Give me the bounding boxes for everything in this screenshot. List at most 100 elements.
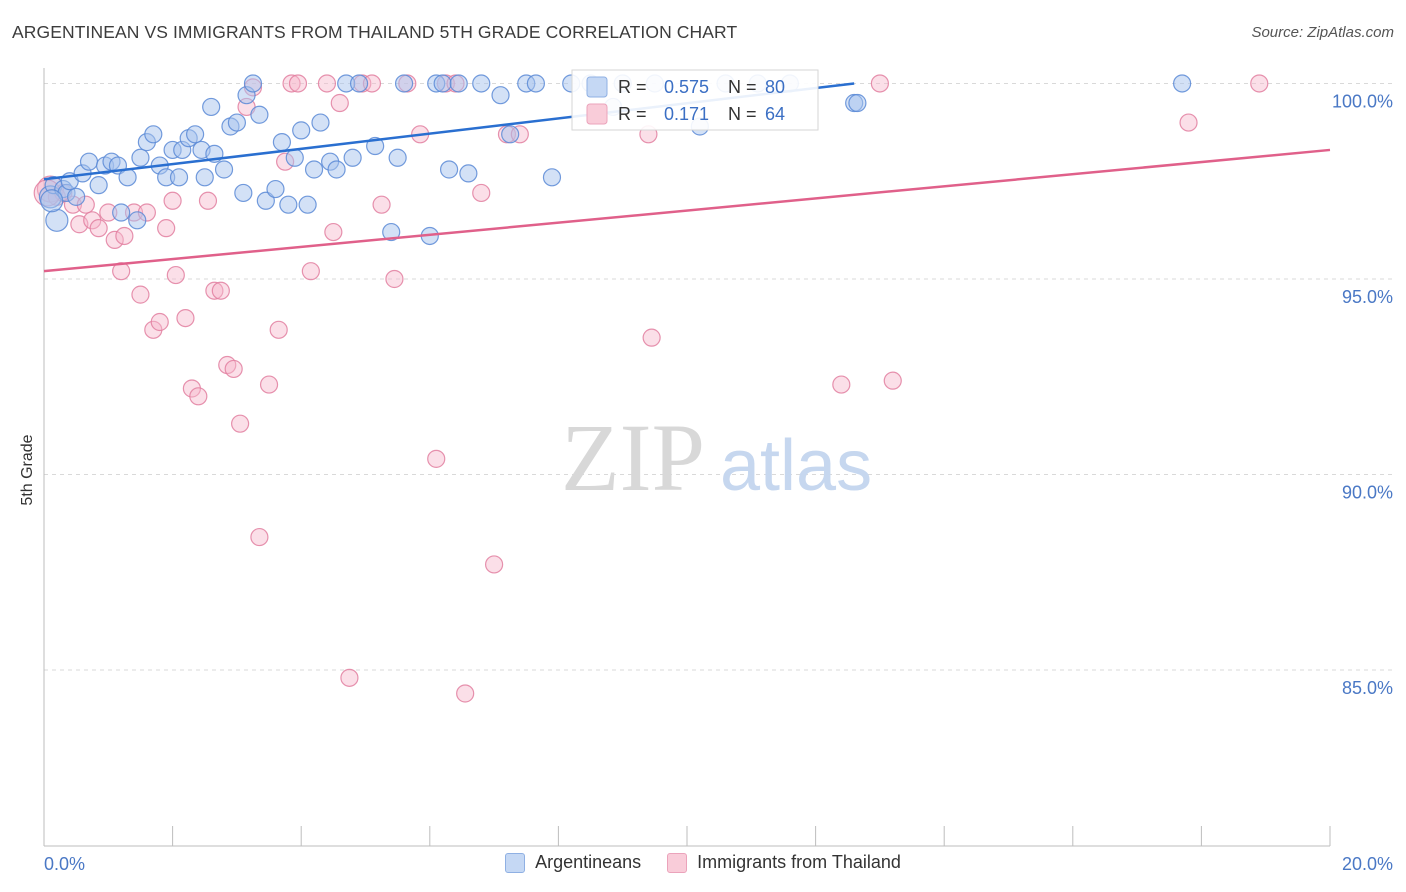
data-point-thailand[interactable] [189,387,208,406]
data-point-thailand[interactable] [269,320,288,339]
legend-r-label: R = [618,77,647,97]
x-tick-label: 20.0% [1342,854,1393,874]
data-point-argentineans[interactable] [472,74,491,93]
data-point-thailand[interactable] [340,668,359,687]
data-point-argentineans[interactable] [79,152,99,171]
data-point-thailand[interactable] [205,281,224,300]
data-point-thailand[interactable] [642,328,661,347]
data-point-argentineans[interactable] [388,148,407,167]
data-point-argentineans[interactable] [848,93,867,113]
legend-item-argentineans[interactable]: Argentineans [505,852,641,873]
data-point-argentineans[interactable] [144,125,163,144]
data-point-thailand[interactable] [883,371,902,390]
data-point-argentineans[interactable] [304,160,324,179]
data-point-thailand[interactable] [166,265,185,285]
data-point-argentineans[interactable] [227,113,246,132]
data-point-thailand[interactable] [485,555,504,574]
data-point-thailand[interactable] [427,449,446,468]
gridlines [44,82,1394,671]
data-point-argentineans[interactable] [45,208,69,232]
data-point-argentineans[interactable] [266,179,285,199]
data-point-thailand[interactable] [131,285,150,304]
data-point-argentineans[interactable] [449,74,468,93]
data-point-argentineans[interactable] [67,187,86,206]
data-point-thailand[interactable] [250,527,269,547]
data-point-argentineans[interactable] [118,168,137,187]
data-point-thailand[interactable] [89,219,108,238]
data-point-argentineans[interactable] [343,148,362,167]
data-point-argentineans[interactable] [526,74,545,93]
data-point-argentineans[interactable] [272,133,292,152]
data-point-argentineans[interactable] [234,183,253,203]
data-point-argentineans[interactable] [542,168,562,187]
data-point-thailand[interactable] [211,281,230,300]
data-point-argentineans[interactable] [243,74,263,93]
data-point-argentineans[interactable] [202,97,221,117]
data-point-thailand[interactable] [832,375,851,394]
data-point-thailand[interactable] [231,414,250,433]
legend-item-thailand[interactable]: Immigrants from Thailand [667,852,901,873]
data-point-thailand[interactable] [1179,113,1198,132]
data-point-argentineans[interactable] [285,148,304,167]
data-point-thailand[interactable] [870,74,890,93]
watermark-atlas: atlas [720,426,872,506]
data-point-argentineans[interactable] [250,105,269,124]
data-point-thailand[interactable] [372,195,391,214]
watermark-zip: ZIP [561,404,705,511]
data-point-argentineans[interactable] [439,160,459,179]
data-point-argentineans[interactable] [394,74,414,93]
legend-n-value: 64 [765,104,785,124]
data-point-argentineans[interactable] [501,125,520,144]
data-point-argentineans[interactable] [186,125,205,144]
watermark: ZIP atlas [561,404,872,511]
data-point-thailand[interactable] [150,312,169,332]
data-point-thailand[interactable] [472,183,491,203]
chart-title: ARGENTINEAN VS IMMIGRANTS FROM THAILAND … [12,22,738,42]
data-point-argentineans[interactable] [214,160,234,179]
data-point-thailand[interactable] [105,230,124,249]
data-point-argentineans[interactable] [128,211,147,230]
legend-swatch [586,103,608,125]
data-point-argentineans[interactable] [1173,74,1192,93]
data-point-argentineans[interactable] [195,168,214,187]
data-point-thailand[interactable] [456,684,475,703]
data-point-thailand[interactable] [198,191,218,210]
data-point-argentineans[interactable] [298,195,317,214]
data-point-argentineans[interactable] [279,195,298,214]
data-point-thailand[interactable] [282,74,301,93]
data-point-thailand[interactable] [330,93,349,113]
data-point-argentineans[interactable] [327,160,346,179]
data-point-thailand[interactable] [324,222,343,242]
data-point-argentineans[interactable] [349,74,369,93]
data-point-thailand[interactable] [288,74,308,93]
data-point-argentineans[interactable] [292,121,311,140]
data-point-argentineans[interactable] [131,148,150,167]
legend-swatch [586,76,608,98]
data-point-argentineans[interactable] [169,168,189,187]
legend-box [571,69,819,131]
data-point-argentineans[interactable] [40,189,64,213]
data-point-thailand[interactable] [259,375,279,394]
y-tick-label: 90.0% [1342,483,1393,503]
data-point-thailand[interactable] [301,262,320,281]
data-point-argentineans[interactable] [112,203,131,222]
x-tick-label: 0.0% [44,854,85,874]
data-point-thailand[interactable] [176,308,195,328]
data-point-argentineans[interactable] [433,74,452,93]
data-point-thailand[interactable] [115,226,134,246]
data-point-thailand[interactable] [385,269,404,289]
data-point-thailand[interactable] [224,359,243,379]
data-point-argentineans[interactable] [89,176,108,195]
data-point-thailand[interactable] [1250,74,1269,93]
data-point-argentineans[interactable] [311,113,330,132]
data-point-thailand[interactable] [317,74,337,93]
data-point-thailand[interactable] [157,219,176,238]
data-point-argentineans[interactable] [382,222,401,242]
data-point-argentineans[interactable] [459,164,478,183]
y-tick-label: 85.0% [1342,678,1393,698]
data-point-argentineans[interactable] [256,191,275,210]
data-point-argentineans[interactable] [491,86,510,105]
data-point-thailand[interactable] [163,191,182,210]
y-tick-label: 95.0% [1342,287,1393,307]
